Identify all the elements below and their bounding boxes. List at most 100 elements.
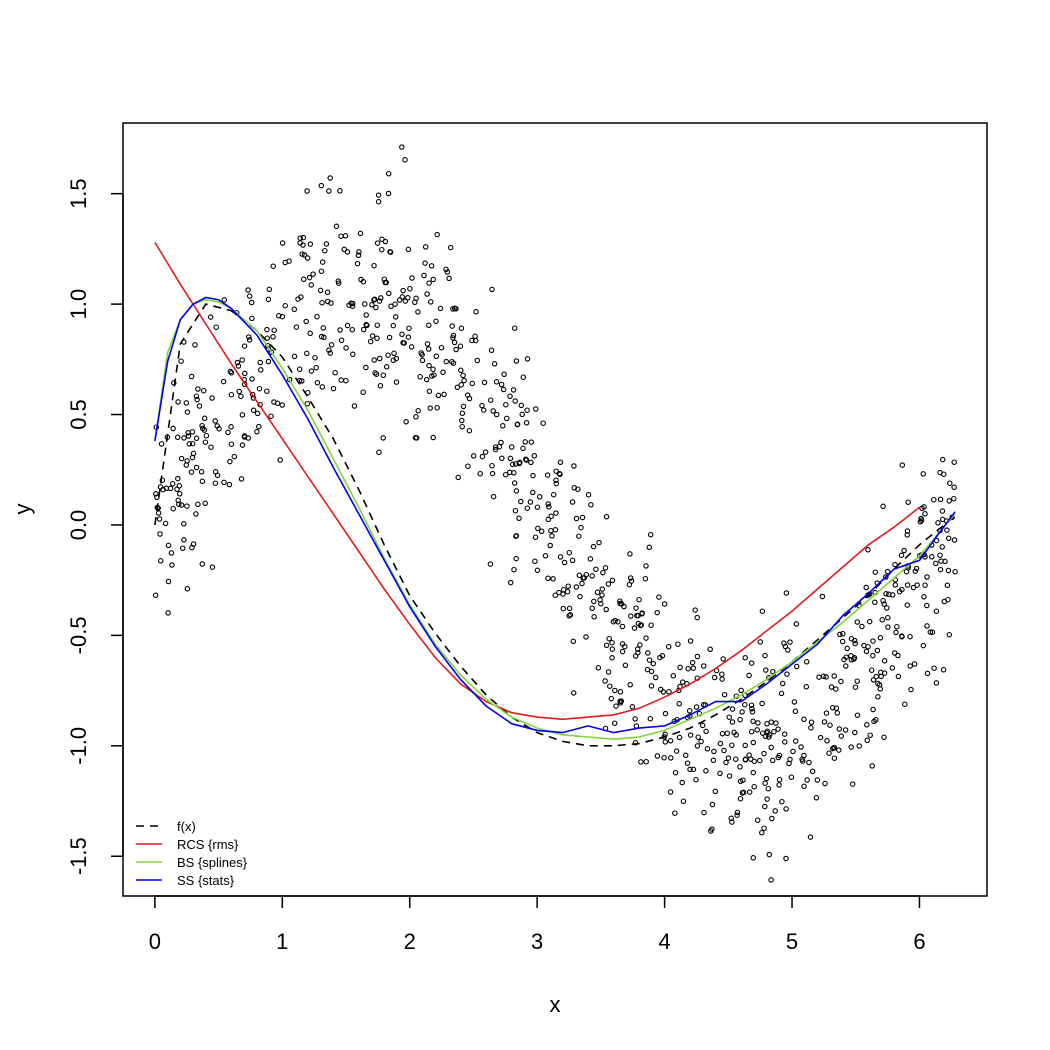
data-point	[619, 641, 626, 647]
data-point	[425, 346, 432, 352]
data-point	[711, 674, 718, 681]
data-point	[587, 556, 594, 562]
data-point	[338, 377, 344, 383]
data-point	[509, 461, 516, 468]
data-point	[430, 276, 436, 283]
data-point	[750, 855, 757, 861]
data-point	[946, 631, 953, 638]
data-point	[499, 455, 505, 462]
data-point	[534, 567, 541, 574]
data-point	[199, 478, 206, 485]
data-point	[684, 760, 691, 766]
data-point	[931, 665, 937, 671]
data-point	[511, 566, 517, 573]
data-point	[409, 275, 415, 281]
data-point	[503, 415, 510, 422]
data-point	[193, 464, 200, 471]
data-point	[703, 728, 709, 735]
y-tick-label: 1.0	[66, 289, 91, 320]
data-point	[657, 686, 664, 693]
data-point	[591, 598, 597, 605]
data-point	[413, 295, 419, 302]
data-point	[791, 699, 798, 705]
data-point	[178, 455, 185, 462]
data-point	[169, 562, 175, 568]
series-line	[154, 241, 920, 721]
data-point	[376, 355, 383, 362]
data-point	[831, 673, 837, 679]
data-point	[386, 334, 393, 341]
data-point	[603, 606, 609, 613]
data-point	[773, 720, 779, 726]
data-point	[304, 255, 311, 261]
data-point	[648, 622, 654, 628]
data-point	[193, 435, 200, 442]
data-point	[319, 384, 326, 390]
data-point	[258, 367, 264, 373]
data-point	[951, 484, 957, 491]
data-point	[194, 396, 200, 403]
data-point	[545, 516, 552, 523]
data-point	[798, 744, 804, 750]
data-point	[405, 295, 411, 301]
data-point	[360, 278, 367, 285]
data-point	[642, 575, 649, 582]
data-point	[536, 494, 543, 500]
data-point	[940, 667, 947, 673]
data-point	[293, 324, 300, 330]
data-point	[737, 764, 743, 770]
data-point	[739, 790, 746, 796]
data-point	[332, 369, 338, 376]
data-point	[557, 459, 564, 466]
data-point	[434, 404, 440, 411]
data-point	[750, 769, 757, 776]
data-point	[390, 357, 397, 363]
data-point	[221, 297, 228, 303]
data-point	[695, 734, 701, 740]
data-point	[422, 244, 429, 250]
data-point	[672, 769, 679, 776]
data-point	[363, 364, 369, 371]
data-point	[431, 372, 437, 378]
data-point	[729, 719, 736, 725]
data-point	[929, 629, 936, 635]
data-point	[520, 374, 527, 380]
data-point	[828, 684, 835, 690]
data-point	[881, 658, 888, 664]
data-point	[595, 665, 602, 671]
data-point	[766, 734, 772, 740]
data-point	[820, 673, 827, 680]
data-point	[771, 728, 777, 735]
data-point	[717, 740, 724, 747]
data-point	[892, 582, 899, 588]
data-point	[945, 535, 952, 542]
data-point	[937, 566, 944, 573]
data-point	[407, 285, 413, 292]
data-point	[729, 706, 736, 712]
data-point	[690, 766, 697, 773]
data-point	[185, 430, 191, 436]
data-point	[792, 738, 799, 744]
data-point	[207, 314, 214, 320]
data-point	[186, 441, 193, 447]
data-point	[755, 720, 761, 726]
data-point	[784, 671, 790, 677]
data-point	[870, 638, 876, 644]
data-point	[742, 701, 748, 708]
data-point	[790, 748, 796, 755]
data-point	[821, 719, 828, 725]
data-point	[220, 378, 227, 385]
data-point	[528, 439, 535, 445]
data-point	[553, 468, 559, 474]
data-point	[827, 722, 833, 728]
data-point	[545, 501, 551, 507]
data-point	[629, 704, 636, 710]
data-point	[854, 678, 860, 684]
x-axis-label: x	[550, 992, 561, 1017]
data-point	[585, 492, 592, 498]
data-point	[679, 679, 686, 685]
data-point	[181, 435, 187, 441]
data-point	[881, 601, 887, 607]
data-point	[392, 301, 398, 307]
data-point	[489, 470, 496, 477]
